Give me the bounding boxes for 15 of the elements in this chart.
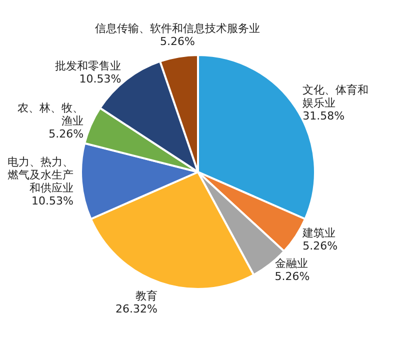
slice-label: 信息传输、软件和信息技术服务业 (94, 22, 260, 36)
slice-label: 文化、体育和娱乐业 (302, 83, 369, 110)
data-label: 5.26% (160, 35, 195, 48)
data-label: 26.32% (115, 302, 158, 316)
data-label: 5.26% (274, 270, 310, 283)
data-label: 10.53% (31, 194, 74, 208)
data-label: 31.58% (302, 109, 345, 122)
data-label: 10.53% (79, 72, 122, 86)
data-label: 5.26% (302, 240, 338, 253)
slice-label: 批发和零售业 (55, 60, 122, 73)
data-label: 5.26% (48, 128, 84, 141)
slice-label: 金融业 (274, 256, 308, 270)
slice-label: 建筑业 (302, 226, 336, 240)
slice-label: 教育 (135, 290, 158, 303)
slice-label: 农、林、牧、渔业 (18, 102, 84, 128)
